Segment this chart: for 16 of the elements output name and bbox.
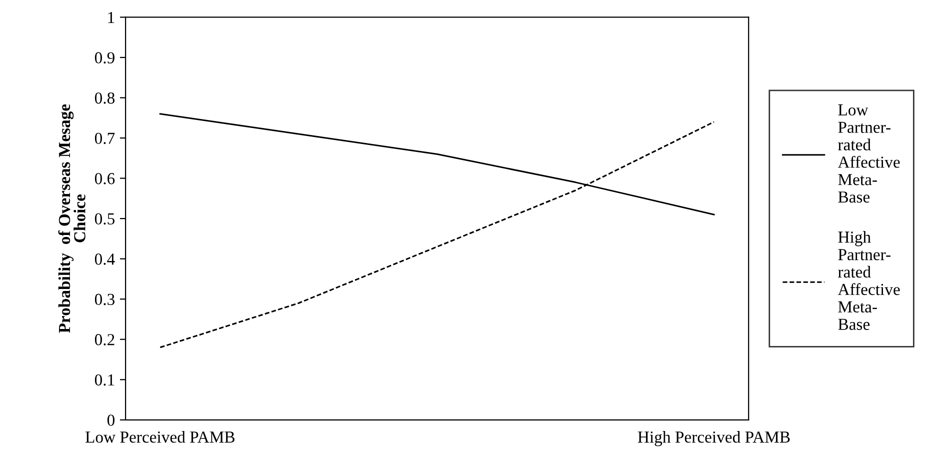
x-tick-label: High Perceived PAMB — [638, 431, 790, 446]
x-tick-label: Low Perceived PAMB — [85, 431, 235, 443]
y-tick-label: 0.6 — [94, 172, 115, 184]
y-tick-label: 0.9 — [94, 52, 114, 64]
y-axis-title: Probability of Overseas Mesage Choice — [58, 104, 86, 333]
y-tick-label: 1 — [108, 12, 114, 23]
y-tick-label: 0.2 — [94, 334, 114, 346]
y-tick-label: 0.3 — [94, 294, 114, 306]
legend-label: Low Partner- rated Affective Meta- Base — [838, 104, 900, 203]
y-tick-label: 0.7 — [94, 132, 115, 144]
y-tick-label: 0 — [107, 414, 114, 426]
y-tick-label: 0.5 — [94, 213, 114, 225]
y-tick-label: 0.8 — [94, 92, 114, 104]
y-tick-label: 0.4 — [94, 254, 115, 265]
y-tick-label: 0.1 — [94, 374, 114, 386]
legend-label: High Partner- rated Affective Meta- Base — [838, 231, 900, 330]
